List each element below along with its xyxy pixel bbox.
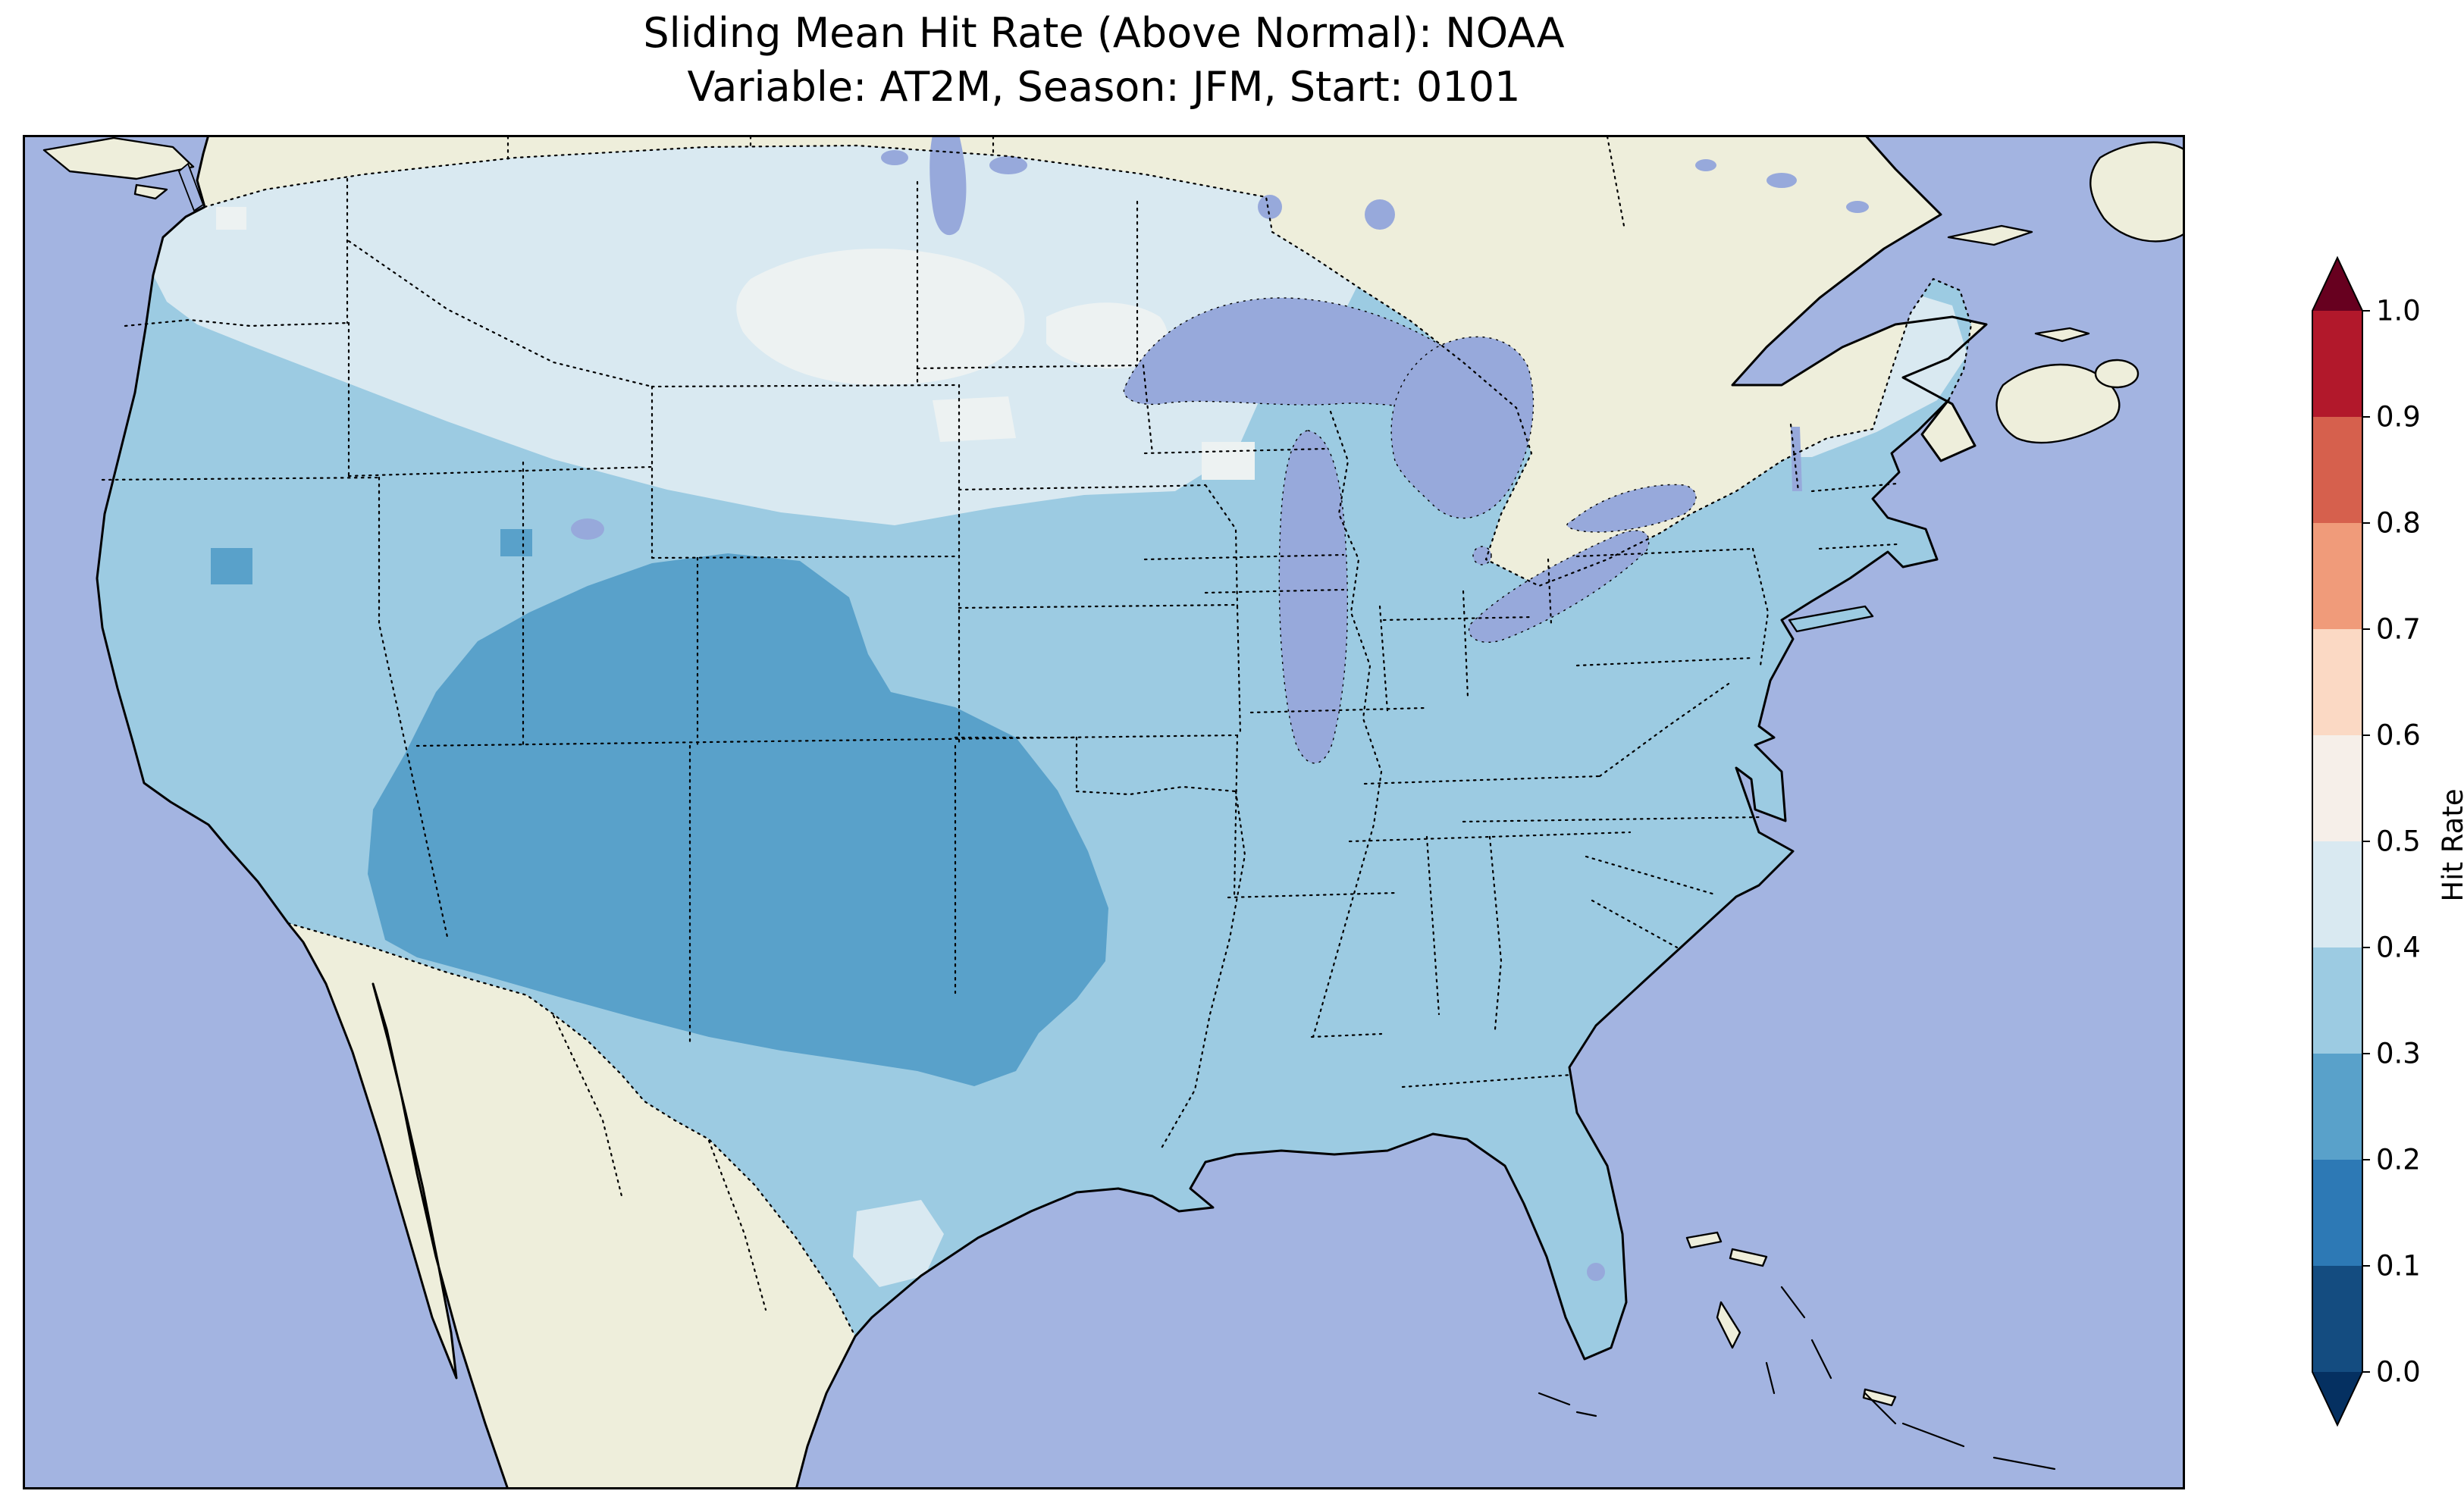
lake-nipigon: [1365, 199, 1395, 230]
colorbar-bin: [2312, 311, 2362, 417]
heat-patch-dakotas: [736, 249, 1025, 385]
colorbar-tick-label: 0.7: [2376, 613, 2421, 646]
heat-speck-nevada: [211, 548, 252, 584]
lake-michigan: [1278, 430, 1349, 764]
chart-subtitle: Variable: AT2M, Season: JFM, Start: 0101: [687, 63, 1521, 111]
lake-champlain: [1791, 427, 1802, 491]
colorbar-area: 1.0 0.9 0.8 0.7 0.6 0.5 0.4 0.3 0.2 0.1 …: [2274, 235, 2464, 1463]
quebec-lake-1: [1766, 173, 1797, 188]
colorbar-tick-label: 0.1: [2376, 1250, 2421, 1283]
lake-okeechobee: [1587, 1263, 1605, 1281]
lake-of-the-woods: [1258, 195, 1282, 219]
lake-winnipeg: [929, 135, 967, 236]
lake-ontario: [1566, 484, 1697, 533]
colorbar-bin: [2312, 629, 2362, 735]
puget-sound: [177, 162, 205, 212]
caribbean-island: [1862, 1388, 1897, 1407]
colorbar: 1.0 0.9 0.8 0.7 0.6 0.5 0.4 0.3 0.2 0.1 …: [2312, 255, 2464, 1427]
long-island: [1788, 605, 1874, 633]
anticosti-island: [1947, 224, 2033, 246]
heat-patch-south-texas: [853, 1200, 944, 1287]
colorbar-tick-label: 1.0: [2376, 295, 2421, 327]
mexico-us-border: [287, 922, 857, 1338]
quebec-lake-2: [1846, 201, 1869, 213]
heat-region-southwest: [368, 553, 1108, 1086]
colorbar-tick-label: 0.8: [2376, 507, 2421, 540]
colorbar-bin: [2312, 523, 2362, 629]
andros-island: [1716, 1301, 1741, 1349]
newfoundland: [2089, 141, 2187, 243]
colorbar-bin: [2312, 1160, 2362, 1266]
colorbar-tick-marks: [2362, 310, 2370, 1373]
nova-scotia: [1995, 363, 2121, 444]
colorbar-tick-label: 0.4: [2376, 932, 2421, 964]
chart-title: Sliding Mean Hit Rate (Above Normal): NO…: [643, 9, 1565, 57]
vancouver-island: [42, 136, 195, 180]
heat-patch-south-dakota: [933, 396, 1016, 442]
state-borders: [101, 135, 1898, 1311]
colorbar-axis-label: Hit Rate: [2437, 788, 2464, 901]
colorbar-tick-label: 0.9: [2376, 401, 2421, 434]
heat-speck-utah: [500, 529, 532, 556]
lake-st-clair: [1472, 546, 1492, 565]
colorbar-extend-above: [2312, 258, 2362, 311]
colorbar-bin: [2312, 841, 2362, 947]
bahamas-island-2: [1729, 1248, 1768, 1267]
map-frame: [23, 135, 2185, 1489]
lake-erie: [1469, 530, 1650, 644]
colorbar-tick-label: 0.6: [2376, 719, 2421, 752]
canada-us-border: [203, 144, 1973, 587]
map-area: [23, 133, 2187, 1491]
colorbar-extend-below: [2312, 1372, 2362, 1425]
pacific-coastline: [96, 133, 509, 1491]
atlantic-gulf-coastline: [795, 133, 1988, 1491]
prince-edward-island: [2034, 327, 2090, 343]
great-salt-lake: [571, 518, 604, 540]
island-chain-coastlines: [1538, 1286, 2056, 1471]
colorbar-tick-label: 0.3: [2376, 1038, 2421, 1070]
conus-heatmap: [97, 146, 1971, 1359]
lake-winnipegosis: [989, 156, 1027, 174]
cape-breton-island: [2094, 359, 2140, 389]
bahamas-island-1: [1685, 1231, 1723, 1249]
heat-patch-green-bay: [1202, 442, 1255, 480]
heat-patch-washington-2: [216, 207, 246, 230]
colorbar-bin: [2312, 417, 2362, 523]
lake-huron: [1390, 336, 1535, 519]
us-hit-rate-map: [23, 133, 2187, 1491]
lake-manitoba: [881, 150, 908, 165]
colorbar-bin: [2312, 735, 2362, 841]
colorbar-bin: [2312, 1266, 2362, 1372]
chart-title-block: Sliding Mean Hit Rate (Above Normal): NO…: [23, 6, 2185, 114]
small-island-nw: [133, 183, 168, 200]
colorbar-tick-label: 0.5: [2376, 825, 2421, 858]
quebec-lake-3: [1695, 159, 1716, 171]
colorbar-tick-label: 0.0: [2376, 1356, 2421, 1389]
colorbar-tick-label: 0.2: [2376, 1144, 2421, 1176]
colorbar-bin: [2312, 947, 2362, 1054]
colorbar-bin: [2312, 1054, 2362, 1160]
